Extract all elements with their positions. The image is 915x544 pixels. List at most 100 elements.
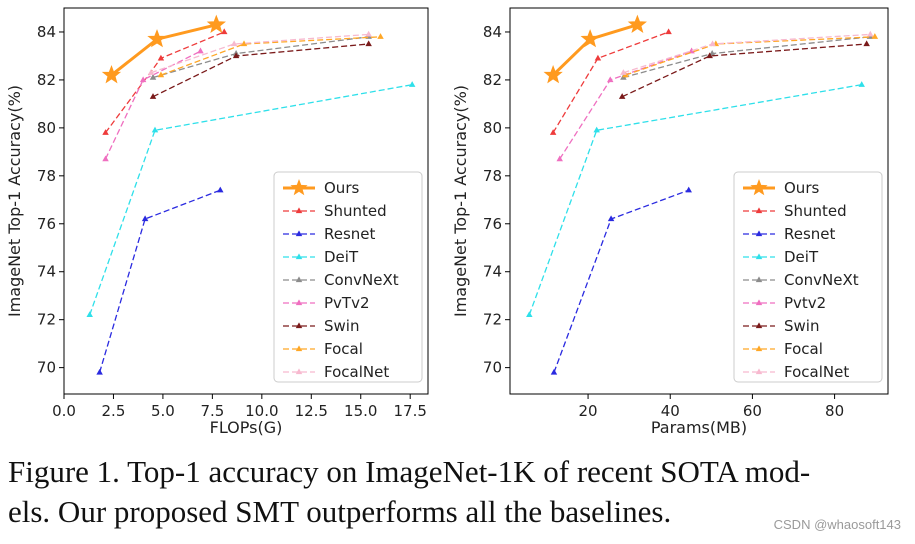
chart-flops-y-tick-label: 70 bbox=[37, 359, 56, 377]
chart-flops-legend-marker-pvtv2 bbox=[295, 299, 303, 306]
chart-params-series-line-deit bbox=[528, 84, 862, 316]
chart-flops-y-tick-label: 80 bbox=[37, 119, 56, 137]
chart-flops-legend-marker-shunted bbox=[295, 207, 303, 214]
chart-params-y-axis-label: ImageNet Top-1 Accuracy(%) bbox=[451, 85, 470, 317]
caption-line-1: Figure 1. Top-1 accuracy on ImageNet-1K … bbox=[8, 454, 811, 489]
chart-params-series-ours bbox=[543, 14, 647, 84]
chart-params-x-tick-label: 40 bbox=[661, 402, 680, 420]
chart-params-legend-marker-deit bbox=[755, 253, 763, 260]
chart-flops-point-ours bbox=[101, 64, 122, 84]
chart-params-y-tick-label: 78 bbox=[483, 167, 502, 185]
chart-params-point-shunted bbox=[549, 129, 557, 135]
chart-params-y-tick-label: 82 bbox=[483, 71, 502, 89]
chart-params-point-ours bbox=[580, 29, 600, 48]
chart-flops-series-line-shunted bbox=[104, 31, 225, 134]
chart-params-point-focal bbox=[871, 33, 879, 39]
chart-flops-x-tick-label: 5.0 bbox=[151, 402, 175, 420]
chart-flops-point-shunted bbox=[220, 28, 228, 35]
chart-flops-plot-frame bbox=[63, 7, 429, 395]
chart-params-series-resnet bbox=[550, 186, 692, 375]
chart-flops-legend-marker-ours bbox=[290, 179, 308, 196]
chart-params-y-tick-label: 84 bbox=[483, 23, 502, 41]
chart-flops-series-focal bbox=[157, 33, 384, 78]
chart-params-x-tick-label: 20 bbox=[579, 402, 598, 420]
chart-params-point-shunted bbox=[665, 28, 672, 35]
chart-params-legend-marker-focal bbox=[755, 345, 763, 352]
chart-params-point-ours bbox=[627, 14, 647, 34]
chart-params-legend-marker-swin bbox=[755, 322, 763, 329]
chart-params-legend: Ours Shunted Resnet DeiT ConvNeXt Pvtv2 Swin Fo… bbox=[733, 171, 883, 383]
chart-flops-legend-label-pvtv2: PvTv2 bbox=[324, 294, 370, 312]
chart-flops-x-axis-label: FLOPs(G) bbox=[210, 418, 283, 437]
chart-params-legend-marker-focalnet bbox=[755, 368, 763, 375]
chart-flops-series-line-swin bbox=[152, 43, 369, 98]
chart-flops-series-resnet bbox=[96, 186, 224, 375]
chart-params-legend-marker-shunted bbox=[755, 207, 763, 214]
chart-flops-point-focalnet bbox=[230, 40, 238, 47]
chart-params-x-tick-label: 80 bbox=[825, 402, 844, 420]
chart-params-series-focalnet bbox=[620, 30, 874, 75]
chart-flops-legend-label-convnext: ConvNeXt bbox=[324, 271, 399, 289]
caption-line-2: els. Our proposed SMT outperforms all th… bbox=[8, 494, 672, 529]
chart-flops-point-ours bbox=[147, 29, 167, 48]
chart-params-point-swin bbox=[706, 52, 713, 59]
chart-params-legend-label-swin: Swin bbox=[784, 317, 819, 335]
chart-params-series-pvtv2 bbox=[556, 47, 695, 162]
chart-flops-legend-marker-convnext bbox=[295, 276, 303, 283]
chart-params-series-line-swin bbox=[621, 43, 867, 98]
chart-params-legend-label-pvtv2: Pvtv2 bbox=[784, 294, 826, 312]
chart-params-series-line-pvtv2 bbox=[559, 50, 692, 160]
chart-params-legend-label-ours: Ours bbox=[784, 179, 819, 197]
chart-flops-legend-box bbox=[273, 171, 423, 383]
chart-flops-point-focal bbox=[157, 71, 165, 78]
chart-params-point-pvtv2 bbox=[556, 155, 563, 162]
chart-flops-point-resnet bbox=[217, 186, 224, 193]
chart-params-legend-box bbox=[733, 171, 883, 383]
chart-params-legend-label-focal: Focal bbox=[784, 340, 823, 358]
chart-params-y-tick-label: 76 bbox=[483, 215, 502, 233]
chart-params-point-swin bbox=[863, 40, 870, 47]
chart-flops-point-swin bbox=[149, 93, 157, 99]
chart-flops-series-ours bbox=[101, 14, 226, 84]
chart-flops-legend-label-swin: Swin bbox=[324, 317, 359, 335]
chart-flops-point-deit bbox=[408, 81, 416, 87]
chart-params-point-ours bbox=[543, 64, 563, 84]
chart-flops-point-pvtv2 bbox=[197, 47, 204, 54]
chart-flops-series-shunted bbox=[102, 28, 228, 135]
chart-flops-y-axis-label: ImageNet Top-1 Accuracy(%) bbox=[5, 85, 24, 317]
chart-flops-legend-marker-deit bbox=[295, 253, 303, 260]
chart-params-y-tick-label: 70 bbox=[483, 359, 502, 377]
chart-flops-point-shunted bbox=[102, 129, 109, 135]
chart-params-point-pvtv2 bbox=[607, 76, 614, 83]
chart-flops-series-line-deit bbox=[89, 84, 413, 316]
chart-flops-series-focalnet bbox=[147, 30, 372, 75]
chart-params-series-shunted bbox=[549, 28, 672, 135]
chart-params-point-resnet bbox=[550, 368, 558, 375]
chart-flops-legend-label-deit: DeiT bbox=[324, 248, 359, 266]
chart-params-series-deit bbox=[526, 81, 865, 318]
watermark: CSDN @whaosoft143 bbox=[773, 517, 901, 532]
chart-params-point-shunted bbox=[594, 54, 602, 61]
chart-params: 20 40 60 80 70 72 74 76 78 80 82 84 Params(MB) ImageN… bbox=[451, 7, 889, 437]
chart-params-plot-frame bbox=[509, 7, 889, 395]
chart-params-legend-label-focalnet: FocalNet bbox=[784, 363, 849, 381]
chart-flops-series-line-pvtv2 bbox=[104, 50, 201, 160]
chart-flops-point-deit bbox=[86, 311, 93, 318]
chart-flops-legend-marker-swin bbox=[295, 322, 303, 329]
chart-flops-legend-label-resnet: Resnet bbox=[324, 225, 376, 243]
chart-flops-series-line-resnet bbox=[98, 189, 221, 373]
chart-params-legend-label-convnext: ConvNeXt bbox=[784, 271, 859, 289]
chart-params-point-pvtv2 bbox=[688, 47, 695, 54]
chart-params-point-deit bbox=[858, 81, 865, 87]
chart-flops-y-tick-label: 82 bbox=[37, 71, 56, 89]
chart-flops-point-focalnet bbox=[365, 30, 372, 37]
chart-flops-point-resnet bbox=[96, 368, 103, 375]
chart-flops-point-pvtv2 bbox=[102, 155, 109, 162]
chart-params-x-tick-label: 60 bbox=[743, 402, 762, 420]
chart-flops-series-pvtv2 bbox=[102, 47, 204, 162]
chart-params-legend-marker-resnet bbox=[755, 230, 763, 237]
chart-params-series-line-shunted bbox=[552, 31, 669, 134]
chart-flops-legend-marker-resnet bbox=[295, 230, 303, 237]
figure-charts: 0.0 2.5 5.0 7.5 10.0 12.5 15.0 17.5 70 72 74 76 78 80… bbox=[5, 7, 889, 437]
chart-flops-y-tick-label: 74 bbox=[37, 263, 56, 281]
